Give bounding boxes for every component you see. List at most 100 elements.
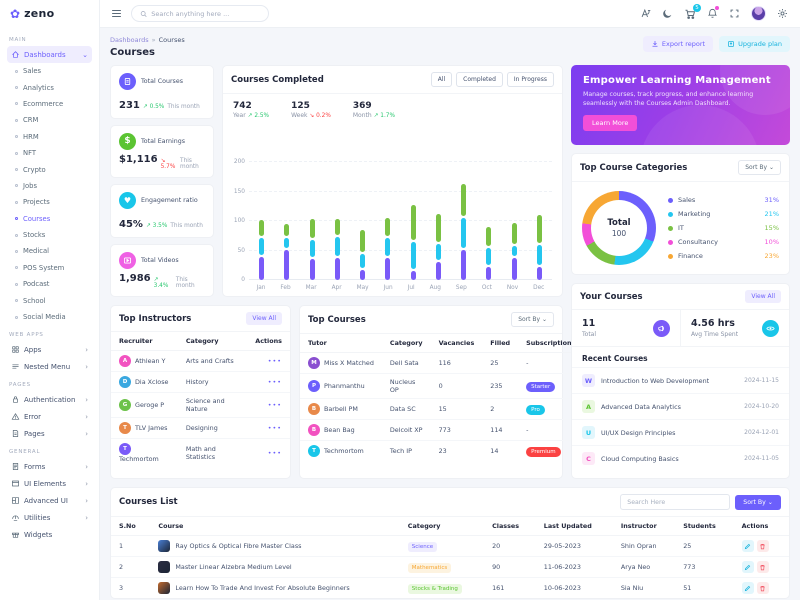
bullet-icon (15, 69, 18, 73)
avatar: D (119, 376, 131, 388)
recent-courses-title: Recent Courses (582, 354, 648, 363)
delete-button[interactable] (756, 561, 769, 573)
sidebar-item-apps[interactable]: Apps › (7, 341, 92, 358)
language-icon[interactable] (640, 8, 651, 19)
edit-button[interactable] (741, 540, 754, 552)
row-actions-menu[interactable]: ••• (267, 378, 282, 386)
stat-trend: ↗ 3.5% (145, 222, 168, 229)
edit-button[interactable] (741, 561, 754, 573)
donut-center-label: Total (607, 218, 631, 228)
row-actions-menu[interactable]: ••• (267, 401, 282, 409)
recent-course-item[interactable]: U UI/UX Design Principles 2024-12-01 (572, 419, 789, 445)
course-thumbnail (158, 582, 171, 594)
course-initial-icon: U (582, 426, 595, 439)
bar-segment (309, 259, 315, 280)
courses-completed-card: Courses Completed All Completed In Progres… (222, 65, 563, 297)
settings-gear-icon[interactable] (777, 8, 788, 19)
notifications-bell-icon[interactable] (707, 6, 719, 19)
sidebar-item-analytics[interactable]: Analytics (7, 79, 92, 95)
sidebar-item-dashboards[interactable]: Dashboards ⌄ (7, 46, 92, 63)
sidebar-item-crypto[interactable]: Crypto (7, 161, 92, 177)
table-row: B Barbell PM Data SC 15 2 Pro (300, 398, 580, 420)
sidebar-item-projects[interactable]: Projects (7, 194, 92, 210)
brand-logo[interactable]: ✿ zeno (0, 0, 99, 28)
global-search[interactable] (131, 5, 269, 22)
sidebar-item-medical[interactable]: Medical (7, 243, 92, 259)
your-courses-view-all-button[interactable]: View All (745, 290, 781, 303)
dark-mode-icon[interactable] (662, 8, 673, 19)
cart-icon[interactable]: 5 (684, 3, 701, 20)
menu-toggle-icon[interactable] (112, 9, 121, 18)
courses-list-card: Courses List Sort By ⌄ S.NoCourseCategor… (110, 487, 790, 599)
sidebar-item-widgets[interactable]: Widgets (7, 526, 92, 543)
sidebar-item-school[interactable]: School (7, 292, 92, 308)
bar-segment (435, 214, 441, 242)
x-axis-label: Dec (533, 285, 545, 291)
bar-segment (461, 218, 467, 248)
your-courses-avg-time: 4.56 hrs Avg Time Spent (681, 310, 789, 346)
export-report-button[interactable]: Export report (642, 36, 714, 52)
table-row: D Dia Xclose History ••• (111, 371, 290, 393)
sidebar-item-podcast[interactable]: Podcast (7, 276, 92, 292)
sidebar-item-ecommerce[interactable]: Ecommerce (7, 96, 92, 112)
brand-flower-icon: ✿ (10, 6, 21, 21)
bar-may (360, 230, 366, 280)
column-header-category: Category (177, 332, 248, 351)
user-avatar[interactable] (751, 6, 766, 21)
row-actions-menu[interactable]: ••• (267, 424, 282, 432)
stat-period: This month (170, 222, 203, 229)
delete-button[interactable] (756, 582, 769, 594)
sidebar-item-jobs[interactable]: Jobs (7, 178, 92, 194)
breadcrumb-root[interactable]: Dashboards (110, 36, 149, 44)
sidebar-item-ui-elements[interactable]: UI Elements › (7, 475, 92, 492)
sidebar-item-social-media[interactable]: Social Media (7, 309, 92, 325)
home-icon (12, 51, 19, 58)
pages-icon (12, 430, 19, 438)
courses-list-sort-button[interactable]: Sort By ⌄ (735, 494, 781, 510)
row-actions-menu[interactable]: ••• (267, 357, 282, 365)
recent-course-item[interactable]: C Cloud Computing Basics 2024-11-05 (572, 445, 789, 471)
sidebar-item-nested-menu[interactable]: Nested Menu › (7, 358, 92, 375)
sidebar-item-forms[interactable]: Forms › (7, 458, 92, 475)
categories-sort-button[interactable]: Sort By ⌄ (738, 160, 781, 175)
x-axis-label: Jul (407, 285, 415, 291)
bar-segment (486, 227, 492, 246)
recent-course-item[interactable]: W Introduction to Web Development 2024-1… (572, 367, 789, 393)
upgrade-plan-button[interactable]: Upgrade plan (719, 36, 790, 52)
chart-filter-completed[interactable]: Completed (456, 72, 503, 87)
table-row: 3 Learn How To Trade And Invest For Abso… (111, 578, 789, 599)
breadcrumb-current: Courses (158, 36, 185, 44)
sidebar-item-error[interactable]: Error › (7, 408, 92, 425)
sidebar-item-authentication[interactable]: Authentication › (7, 391, 92, 408)
x-axis-label: Mar (305, 285, 317, 291)
sidebar-item-crm[interactable]: CRM (7, 112, 92, 128)
learn-more-button[interactable]: Learn More (583, 114, 638, 131)
courses-list-search-input[interactable] (620, 494, 731, 510)
brand-name: zeno (24, 7, 55, 20)
top-courses-sort-button[interactable]: Sort By ⌄ (511, 312, 554, 327)
chart-filter-all[interactable]: All (430, 72, 453, 87)
sidebar-item-utilities[interactable]: Utilities › (7, 509, 92, 526)
sidebar-item-pos-system[interactable]: POS System (7, 260, 92, 276)
delete-button[interactable] (756, 540, 769, 552)
recent-course-item[interactable]: A Advanced Data Analytics 2024-10-20 (572, 393, 789, 419)
edit-button[interactable] (741, 582, 754, 594)
chart-kpi-year: 742 Year ↗ 2.5% (233, 101, 270, 119)
sidebar-item-nft[interactable]: NFT (7, 145, 92, 161)
row-actions-menu[interactable]: ••• (267, 449, 282, 457)
chart-filter-in-progress[interactable]: In Progress (506, 72, 554, 87)
stat-card-total-courses: Total Courses 231 ↗ 0.5% This month (110, 65, 214, 119)
instructors-view-all-button[interactable]: View All (246, 312, 282, 325)
sidebar-item-advanced-ui[interactable]: Advanced UI › (7, 492, 92, 509)
search-input[interactable] (151, 9, 260, 18)
sidebar-item-hrm[interactable]: HRM (7, 129, 92, 145)
sidebar-item-courses[interactable]: Courses (7, 211, 92, 227)
chevron-right-icon: › (85, 362, 88, 371)
sidebar-item-sales[interactable]: Sales (7, 63, 92, 79)
sidebar-item-stocks[interactable]: Stocks (7, 227, 92, 243)
sidebar-item-pages[interactable]: Pages › (7, 425, 92, 442)
fullscreen-icon[interactable] (729, 8, 740, 19)
bar-feb (284, 223, 290, 280)
x-axis-label: Oct (481, 285, 492, 291)
stat-period: This month (180, 158, 199, 170)
